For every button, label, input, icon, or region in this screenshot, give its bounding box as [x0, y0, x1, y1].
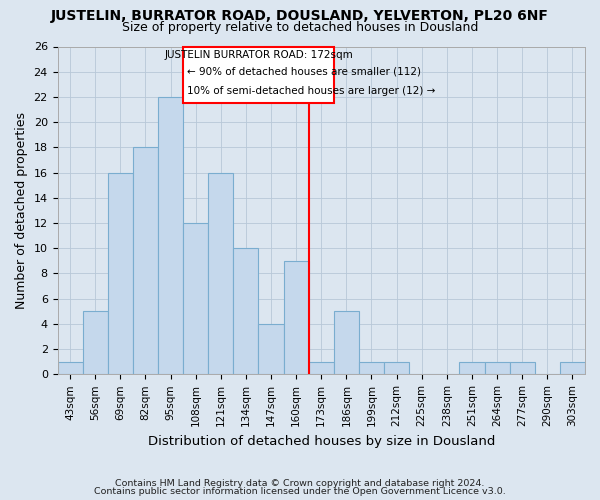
Bar — [560, 362, 585, 374]
Bar — [284, 261, 309, 374]
Text: ← 90% of detached houses are smaller (112): ← 90% of detached houses are smaller (11… — [187, 66, 421, 76]
Bar — [108, 172, 133, 374]
Text: Contains HM Land Registry data © Crown copyright and database right 2024.: Contains HM Land Registry data © Crown c… — [115, 478, 485, 488]
Bar — [208, 172, 233, 374]
Text: Size of property relative to detached houses in Dousland: Size of property relative to detached ho… — [122, 21, 478, 34]
FancyBboxPatch shape — [183, 46, 334, 103]
Y-axis label: Number of detached properties: Number of detached properties — [15, 112, 28, 309]
Bar — [309, 362, 334, 374]
Text: 10% of semi-detached houses are larger (12) →: 10% of semi-detached houses are larger (… — [187, 86, 435, 96]
X-axis label: Distribution of detached houses by size in Dousland: Distribution of detached houses by size … — [148, 434, 495, 448]
Bar — [384, 362, 409, 374]
Bar — [259, 324, 284, 374]
Bar — [334, 312, 359, 374]
Bar — [133, 148, 158, 374]
Text: JUSTELIN BURRATOR ROAD: 172sqm: JUSTELIN BURRATOR ROAD: 172sqm — [164, 50, 353, 60]
Bar — [58, 362, 83, 374]
Bar — [509, 362, 535, 374]
Bar — [460, 362, 485, 374]
Text: JUSTELIN, BURRATOR ROAD, DOUSLAND, YELVERTON, PL20 6NF: JUSTELIN, BURRATOR ROAD, DOUSLAND, YELVE… — [51, 9, 549, 23]
Text: Contains public sector information licensed under the Open Government Licence v3: Contains public sector information licen… — [94, 487, 506, 496]
Bar — [158, 97, 183, 374]
Bar — [183, 223, 208, 374]
Bar — [485, 362, 509, 374]
Bar — [233, 248, 259, 374]
Bar — [359, 362, 384, 374]
Bar — [83, 312, 108, 374]
